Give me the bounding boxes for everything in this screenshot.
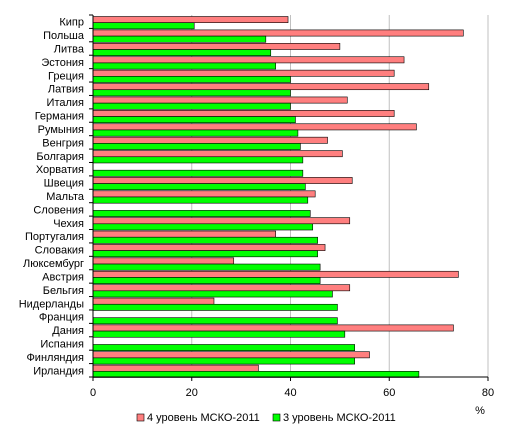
category-label: Бельгия bbox=[43, 285, 84, 297]
category-label: Австрия bbox=[42, 271, 84, 283]
bar-level4 bbox=[92, 96, 348, 104]
bar-level3 bbox=[92, 236, 318, 244]
bar-level4 bbox=[92, 190, 316, 198]
legend-item-level3-swatch bbox=[272, 413, 281, 422]
bar-level4 bbox=[92, 69, 395, 77]
bar-level3 bbox=[92, 290, 333, 298]
category-label: Греция bbox=[48, 70, 84, 82]
category-label: Болгария bbox=[36, 151, 84, 163]
legend-item-level4-swatch bbox=[136, 413, 145, 422]
category-label: Ирландия bbox=[33, 365, 84, 377]
bar-level3 bbox=[92, 129, 299, 137]
bar-level3 bbox=[92, 223, 314, 231]
category-label: Дания bbox=[52, 325, 84, 337]
bar-level3 bbox=[92, 210, 311, 217]
category-label: Кипр bbox=[59, 17, 84, 29]
bar-level3 bbox=[92, 303, 338, 311]
x-axis-label: % bbox=[475, 405, 485, 417]
bar-level4 bbox=[92, 324, 454, 332]
bar-level4 bbox=[92, 150, 343, 158]
category-label: Польша bbox=[43, 30, 85, 42]
category-label: Германия bbox=[35, 111, 84, 123]
bar-level4 bbox=[92, 270, 459, 278]
category-label: Венгрия bbox=[42, 137, 84, 149]
category-label: Словения bbox=[33, 204, 84, 216]
category-label: Италия bbox=[47, 97, 85, 109]
category-label: Эстония bbox=[41, 57, 84, 69]
bar-level3 bbox=[92, 49, 272, 57]
bar-level4 bbox=[92, 43, 341, 50]
category-label: Словакия bbox=[35, 245, 84, 257]
bar-level4 bbox=[92, 217, 351, 225]
bar-level4 bbox=[92, 257, 235, 265]
bar-level4 bbox=[92, 123, 417, 131]
bar-level3 bbox=[92, 169, 304, 177]
bar-level3 bbox=[92, 22, 195, 30]
bar-level3 bbox=[92, 250, 318, 258]
category-label: Нидерланды bbox=[19, 298, 84, 310]
bar-level3 bbox=[92, 35, 267, 43]
bar-level4 bbox=[92, 29, 464, 37]
bar-level3 bbox=[92, 317, 338, 325]
legend-item-level3-label: 3 уровень МСКО-2011 bbox=[283, 412, 396, 424]
bar-level3 bbox=[92, 76, 291, 83]
category-label: Франция bbox=[39, 312, 84, 324]
bar-level4 bbox=[92, 244, 326, 251]
category-label: Румыния bbox=[38, 124, 84, 136]
bar-level3 bbox=[92, 183, 306, 191]
category-label: Люксембург bbox=[23, 258, 84, 270]
bar-level4 bbox=[92, 136, 328, 144]
bar-level3 bbox=[92, 196, 309, 204]
bar-level4 bbox=[92, 83, 430, 91]
x-tick-label: 80 bbox=[482, 387, 494, 399]
legend-item-level4-label: 4 уровень МСКО-2011 bbox=[147, 412, 260, 424]
bar-level4 bbox=[92, 56, 405, 64]
bar-level4 bbox=[92, 351, 370, 359]
bar-level3 bbox=[92, 344, 355, 351]
category-label: Хорватия bbox=[36, 164, 84, 176]
category-label: Литва bbox=[54, 44, 85, 56]
category-label: Португалия bbox=[25, 231, 84, 243]
category-label: Финляндия bbox=[26, 352, 84, 364]
category-label: Мальта bbox=[46, 191, 85, 203]
bar-level3 bbox=[92, 263, 321, 271]
bar-level4 bbox=[92, 177, 353, 184]
x-tick-label: 60 bbox=[383, 387, 395, 399]
bar-level3 bbox=[92, 330, 346, 338]
bar-level3 bbox=[92, 357, 355, 365]
x-tick-label: 20 bbox=[186, 387, 198, 399]
bar-level3 bbox=[92, 156, 304, 164]
bar-level4 bbox=[92, 364, 259, 372]
bar-level3 bbox=[92, 102, 291, 110]
bar-level3 bbox=[92, 62, 276, 70]
category-label: Латвия bbox=[48, 84, 84, 96]
x-tick-label: 40 bbox=[284, 387, 296, 399]
bar-level4 bbox=[92, 230, 276, 238]
bar-level3 bbox=[92, 116, 296, 124]
x-tick-label: 0 bbox=[90, 387, 96, 399]
bar-level4 bbox=[92, 16, 289, 23]
bar-level4 bbox=[92, 284, 351, 292]
category-label: Швеция bbox=[44, 178, 84, 190]
category-label: Чехия bbox=[53, 218, 84, 230]
bar-level3 bbox=[92, 143, 301, 150]
bar-level3 bbox=[92, 277, 321, 284]
bar-level4 bbox=[92, 297, 215, 305]
bar-level3 bbox=[92, 89, 291, 97]
bar-level4 bbox=[92, 110, 395, 117]
category-label: Испания bbox=[40, 338, 84, 350]
